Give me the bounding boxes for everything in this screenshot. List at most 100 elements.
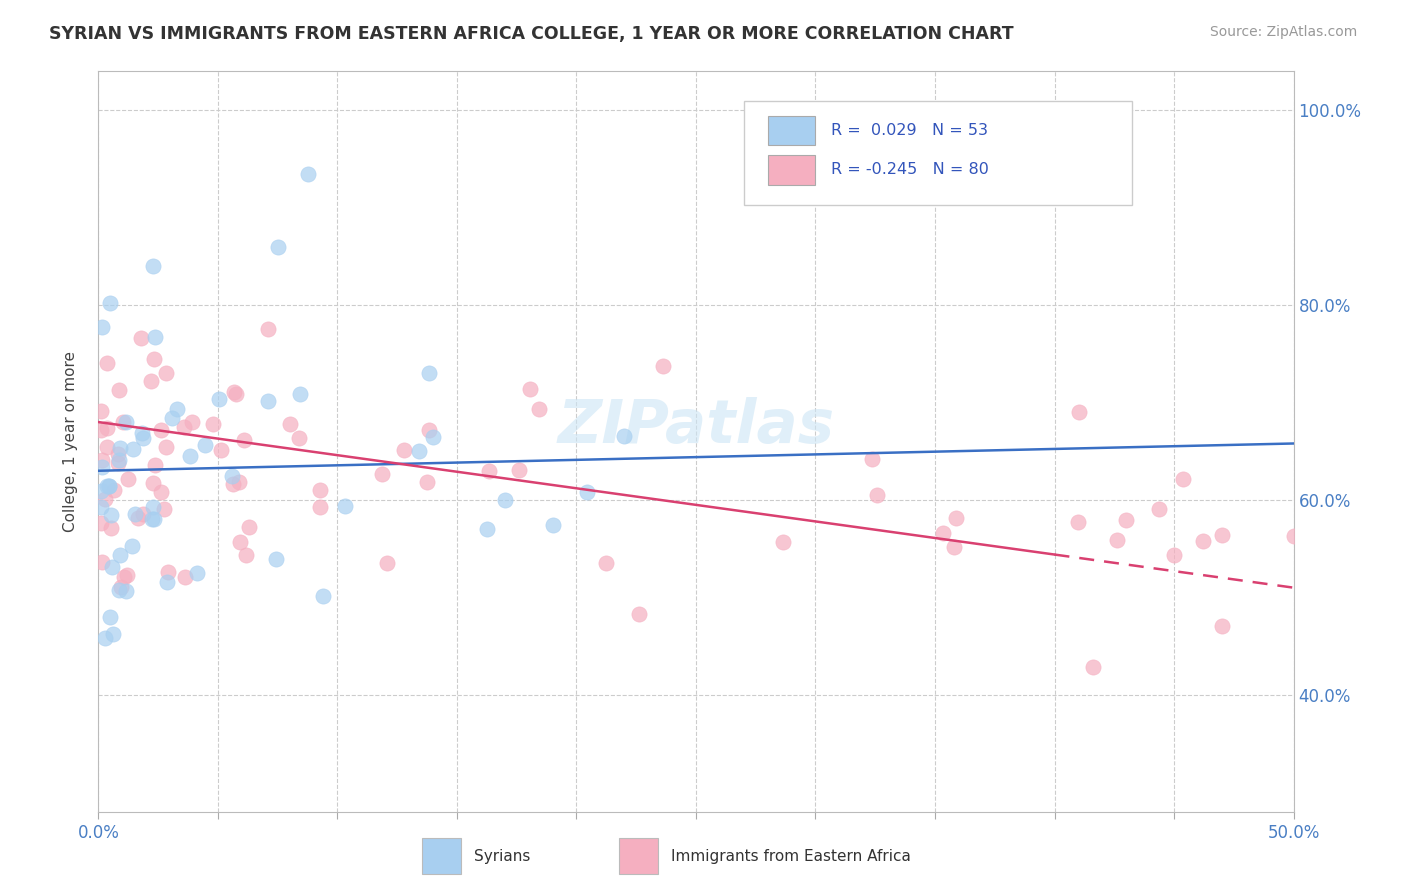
Point — [209, 443, 232, 458]
Point — [132, 431, 155, 445]
Point — [142, 476, 165, 491]
Point — [160, 411, 183, 425]
Point — [96, 356, 118, 370]
Text: Immigrants from Eastern Africa: Immigrants from Eastern Africa — [671, 849, 911, 863]
Point — [1191, 533, 1213, 548]
Point — [371, 467, 394, 481]
Point — [152, 502, 174, 516]
Point — [288, 431, 311, 445]
Point — [103, 483, 125, 498]
Point — [117, 472, 139, 486]
Point — [110, 580, 132, 594]
Point — [97, 479, 120, 493]
Point — [651, 359, 673, 373]
Point — [115, 415, 138, 429]
Point — [91, 452, 114, 467]
Point — [508, 463, 530, 477]
Text: Source: ZipAtlas.com: Source: ZipAtlas.com — [1209, 25, 1357, 39]
Bar — [768, 155, 815, 185]
FancyBboxPatch shape — [744, 101, 1132, 204]
Point — [157, 566, 180, 580]
Point — [143, 330, 166, 344]
Point — [100, 508, 122, 523]
Point — [156, 575, 179, 590]
Point — [418, 366, 440, 380]
Point — [256, 394, 278, 409]
Point — [100, 559, 122, 574]
Point — [297, 167, 319, 181]
Point — [225, 386, 247, 401]
Point — [1211, 528, 1233, 542]
Point — [112, 570, 135, 584]
Point — [416, 475, 439, 490]
Point — [221, 469, 243, 483]
Bar — [768, 116, 815, 145]
Point — [91, 555, 114, 569]
Point — [478, 464, 501, 478]
Point — [942, 540, 965, 554]
Point — [98, 296, 121, 310]
Point — [422, 430, 444, 444]
Point — [108, 441, 131, 455]
Point — [475, 522, 498, 536]
Point — [143, 511, 166, 525]
Point — [100, 610, 122, 624]
Point — [101, 626, 124, 640]
Point — [1081, 660, 1104, 674]
Text: R = -0.245   N = 80: R = -0.245 N = 80 — [831, 162, 988, 178]
Point — [155, 440, 177, 454]
Point — [945, 511, 967, 525]
Point — [1147, 502, 1170, 516]
Point — [1282, 529, 1305, 543]
Bar — [619, 838, 658, 874]
Point — [107, 457, 129, 471]
Point — [90, 516, 112, 531]
Point — [628, 607, 651, 622]
Text: R =  0.029   N = 53: R = 0.029 N = 53 — [831, 123, 988, 138]
Point — [131, 425, 153, 440]
Point — [288, 386, 311, 401]
Point — [90, 423, 112, 437]
Point — [139, 374, 162, 388]
Point — [375, 557, 398, 571]
Point — [194, 438, 217, 452]
Point — [222, 477, 245, 491]
Point — [519, 382, 541, 396]
Point — [91, 460, 114, 475]
Point — [1105, 533, 1128, 548]
Point — [145, 458, 167, 472]
Point — [1163, 548, 1185, 562]
Point — [129, 331, 152, 345]
Point — [613, 429, 636, 443]
Point — [114, 583, 136, 598]
Point — [166, 402, 188, 417]
Point — [1115, 513, 1137, 527]
Point — [173, 419, 195, 434]
Point — [96, 478, 118, 492]
Point — [143, 351, 166, 366]
Point — [174, 570, 197, 584]
Point — [108, 453, 131, 467]
Text: SYRIAN VS IMMIGRANTS FROM EASTERN AFRICA COLLEGE, 1 YEAR OR MORE CORRELATION CHA: SYRIAN VS IMMIGRANTS FROM EASTERN AFRICA… — [49, 25, 1014, 43]
Point — [142, 500, 165, 514]
Point — [308, 500, 330, 514]
Point — [235, 549, 257, 563]
Point — [108, 384, 131, 398]
Point — [264, 551, 287, 566]
Point — [308, 483, 330, 498]
Text: Syrians: Syrians — [474, 849, 530, 863]
Point — [179, 449, 201, 463]
Point — [1173, 472, 1195, 486]
Point — [595, 556, 617, 570]
Point — [228, 475, 250, 489]
Point — [576, 485, 599, 500]
Point — [149, 423, 172, 437]
Point — [267, 240, 290, 254]
Point — [494, 492, 516, 507]
Point — [866, 488, 889, 502]
Point — [860, 452, 883, 467]
Point — [117, 568, 139, 582]
Point — [93, 631, 115, 645]
Point — [96, 421, 118, 435]
Point — [312, 589, 335, 603]
